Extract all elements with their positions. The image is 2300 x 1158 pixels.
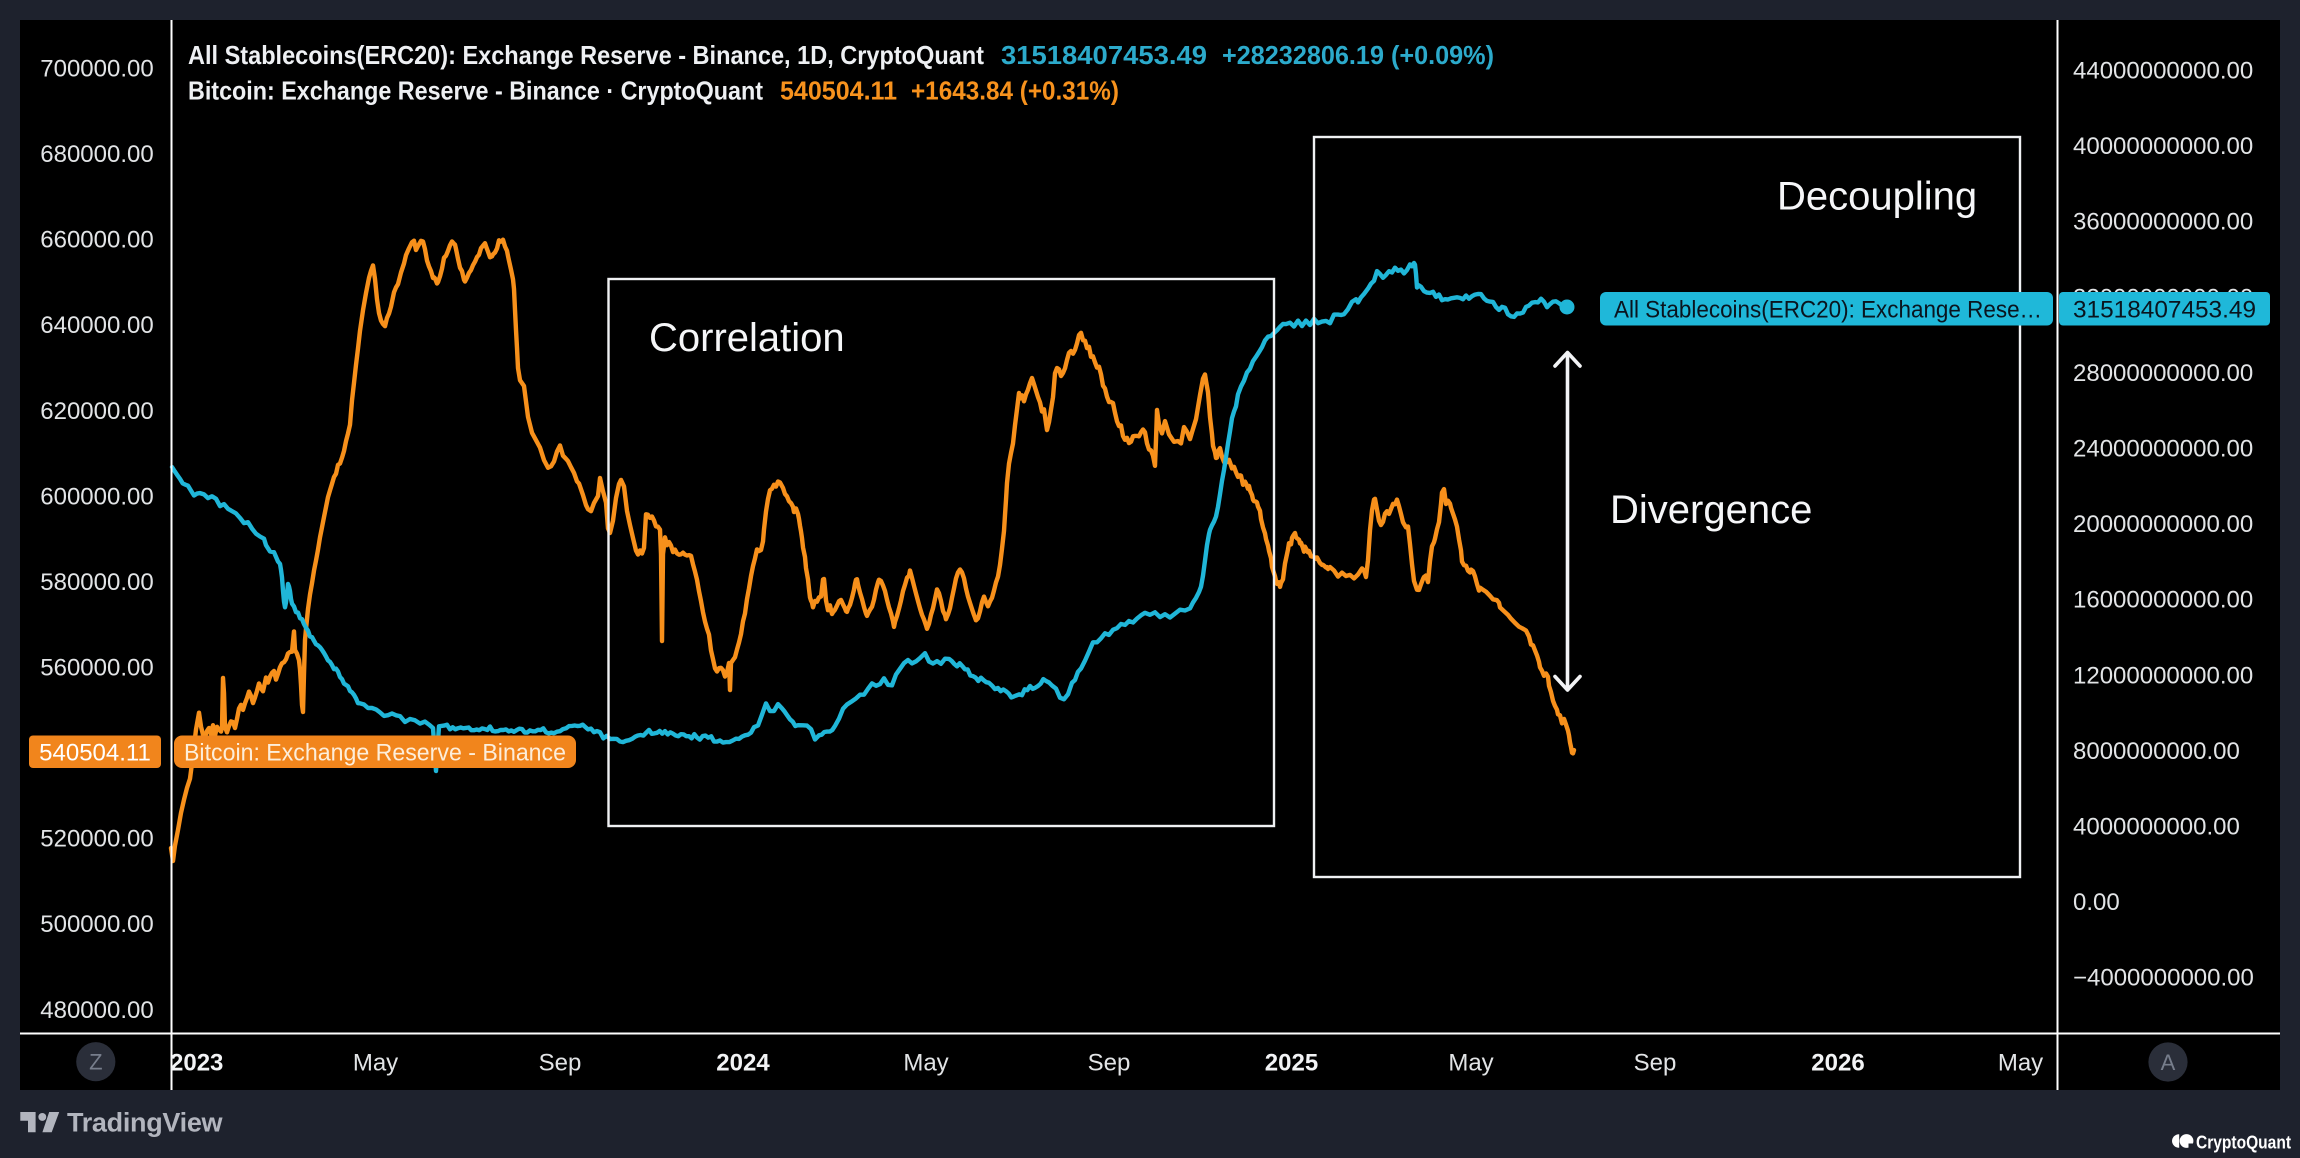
svg-text:540504.11: 540504.11 — [39, 740, 151, 767]
svg-text:700000.00: 700000.00 — [40, 56, 153, 83]
svg-text:40000000000.00: 40000000000.00 — [2073, 133, 2253, 160]
svg-text:0.00: 0.00 — [2073, 889, 2120, 916]
svg-text:Sep: Sep — [1088, 1050, 1131, 1077]
svg-text:500000.00: 500000.00 — [40, 911, 153, 938]
svg-text:+28232806.19 (+0.09%): +28232806.19 (+0.09%) — [1222, 40, 1494, 70]
svg-text:Divergence: Divergence — [1610, 488, 1812, 532]
svg-text:2026: 2026 — [1811, 1050, 1864, 1077]
svg-text:31518407453.49: 31518407453.49 — [1001, 40, 1207, 70]
svg-text:580000.00: 580000.00 — [40, 569, 153, 596]
svg-text:Bitcoin: Exchange Reserve - Bi: Bitcoin: Exchange Reserve - Binance — [184, 740, 566, 767]
svg-text:All Stablecoins(ERC20): Exchan: All Stablecoins(ERC20): Exchange Rese… — [1614, 297, 2042, 324]
svg-text:20000000000.00: 20000000000.00 — [2073, 511, 2253, 538]
svg-text:Bitcoin: Exchange Reserve - Bi: Bitcoin: Exchange Reserve - Binance · Cr… — [188, 76, 763, 106]
svg-text:May: May — [1998, 1050, 2043, 1077]
svg-text:Sep: Sep — [1634, 1050, 1677, 1077]
svg-text:May: May — [903, 1050, 948, 1077]
svg-text:600000.00: 600000.00 — [40, 483, 153, 510]
svg-text:−4000000000.00: −4000000000.00 — [2073, 965, 2254, 992]
svg-text:TradingView: TradingView — [67, 1108, 224, 1138]
svg-text:+1643.84 (+0.31%): +1643.84 (+0.31%) — [911, 76, 1119, 106]
svg-text:560000.00: 560000.00 — [40, 655, 153, 682]
svg-text:660000.00: 660000.00 — [40, 227, 153, 254]
svg-text:36000000000.00: 36000000000.00 — [2073, 209, 2253, 236]
svg-text:44000000000.00: 44000000000.00 — [2073, 58, 2253, 85]
svg-text:620000.00: 620000.00 — [40, 398, 153, 425]
svg-text:480000.00: 480000.00 — [40, 997, 153, 1024]
svg-text:540504.11: 540504.11 — [780, 76, 897, 106]
svg-text:May: May — [1448, 1050, 1493, 1077]
svg-text:Z: Z — [89, 1050, 102, 1075]
svg-text:16000000000.00: 16000000000.00 — [2073, 587, 2253, 614]
svg-text:520000.00: 520000.00 — [40, 826, 153, 853]
svg-text:12000000000.00: 12000000000.00 — [2073, 662, 2253, 689]
svg-text:Decoupling: Decoupling — [1777, 175, 1977, 219]
svg-text:680000.00: 680000.00 — [40, 141, 153, 168]
svg-text:A: A — [2161, 1050, 2176, 1075]
svg-text:8000000000.00: 8000000000.00 — [2073, 738, 2240, 765]
svg-text:Sep: Sep — [539, 1050, 582, 1077]
svg-text:2024: 2024 — [716, 1050, 770, 1077]
svg-text:CryptoQuant: CryptoQuant — [2196, 1132, 2291, 1153]
svg-text:24000000000.00: 24000000000.00 — [2073, 436, 2253, 463]
svg-text:4000000000.00: 4000000000.00 — [2073, 814, 2240, 841]
svg-text:28000000000.00: 28000000000.00 — [2073, 360, 2253, 387]
svg-text:All Stablecoins(ERC20): Exchan: All Stablecoins(ERC20): Exchange Reserve… — [188, 40, 984, 70]
svg-text:May: May — [353, 1050, 398, 1077]
svg-text:Correlation: Correlation — [649, 316, 845, 360]
svg-text:2023: 2023 — [170, 1050, 223, 1077]
svg-text:640000.00: 640000.00 — [40, 312, 153, 339]
svg-text:31518407453.49: 31518407453.49 — [2073, 297, 2256, 324]
svg-text:2025: 2025 — [1265, 1050, 1318, 1077]
